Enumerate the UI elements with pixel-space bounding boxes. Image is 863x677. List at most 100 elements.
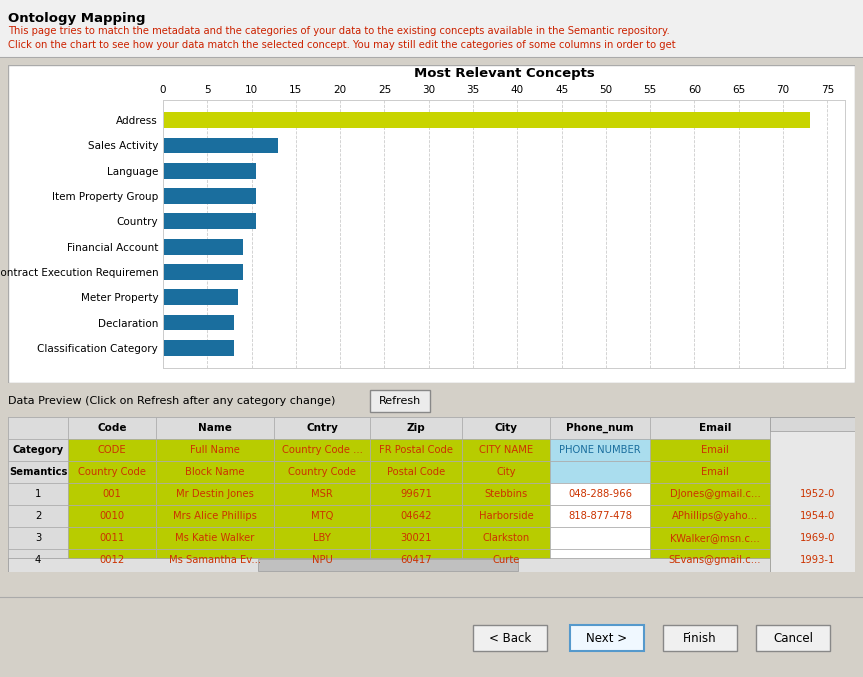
Text: 1993-1: 1993-1: [800, 555, 835, 565]
Bar: [780, 439, 855, 461]
Bar: [156, 483, 274, 505]
Text: Country Code: Country Code: [288, 467, 356, 477]
Text: MSR: MSR: [312, 489, 333, 499]
Bar: [163, 163, 256, 179]
Text: 60417: 60417: [400, 555, 432, 565]
Bar: [462, 461, 550, 483]
Text: Stebbins: Stebbins: [484, 489, 527, 499]
Bar: [370, 390, 430, 412]
Text: Ms Katie Walker: Ms Katie Walker: [175, 533, 255, 543]
Text: Ms Samantha Ev...: Ms Samantha Ev...: [169, 555, 261, 565]
Text: Ontology Mapping: Ontology Mapping: [8, 12, 146, 25]
Text: APhillips@yaho...: APhillips@yaho...: [672, 511, 758, 521]
Bar: [156, 461, 274, 483]
Text: This page tries to match the metadata and the categories of your data to the exi: This page tries to match the metadata an…: [8, 26, 670, 36]
Text: 2: 2: [35, 511, 41, 521]
Text: Finish: Finish: [683, 632, 717, 645]
Bar: [274, 505, 370, 527]
Bar: [8, 417, 68, 439]
Text: 1952-0: 1952-0: [800, 489, 835, 499]
Text: City: City: [494, 423, 518, 433]
Text: 1969-0: 1969-0: [800, 533, 835, 543]
Bar: [163, 290, 238, 305]
Bar: [663, 625, 737, 651]
Text: Mr Destin Jones: Mr Destin Jones: [176, 489, 254, 499]
Text: 99671: 99671: [400, 489, 432, 499]
Bar: [462, 439, 550, 461]
Text: 0012: 0012: [99, 555, 124, 565]
Bar: [550, 527, 650, 549]
Text: 001: 001: [103, 489, 122, 499]
Bar: [550, 461, 650, 483]
Bar: [462, 417, 550, 439]
Text: SEvans@gmail.c...: SEvans@gmail.c...: [669, 555, 761, 565]
Text: Category: Category: [12, 445, 64, 455]
Bar: [650, 439, 780, 461]
Text: Semantics: Semantics: [9, 467, 67, 477]
Bar: [8, 527, 68, 549]
Bar: [770, 417, 855, 572]
Text: Country Code ...: Country Code ...: [281, 445, 362, 455]
Text: Clarkston: Clarkston: [482, 533, 530, 543]
Text: Code: Code: [98, 423, 127, 433]
Bar: [8, 549, 68, 571]
Bar: [650, 417, 780, 439]
Bar: [258, 559, 518, 571]
Bar: [780, 549, 855, 571]
Text: LBY: LBY: [313, 533, 331, 543]
Bar: [163, 188, 256, 204]
Bar: [370, 417, 462, 439]
Text: Email: Email: [699, 423, 731, 433]
Bar: [770, 417, 855, 431]
Text: 4: 4: [35, 555, 41, 565]
Text: 0011: 0011: [99, 533, 124, 543]
Bar: [650, 483, 780, 505]
Bar: [780, 527, 855, 549]
Bar: [550, 549, 650, 571]
Bar: [163, 264, 243, 280]
Bar: [68, 505, 156, 527]
Bar: [156, 505, 274, 527]
Bar: [570, 625, 644, 651]
Bar: [274, 483, 370, 505]
Bar: [650, 527, 780, 549]
Text: CITY NAME: CITY NAME: [479, 445, 533, 455]
Text: MTQ: MTQ: [311, 511, 333, 521]
Text: 04642: 04642: [400, 511, 432, 521]
Text: 30021: 30021: [400, 533, 432, 543]
Bar: [550, 483, 650, 505]
Bar: [462, 549, 550, 571]
Text: Full Name: Full Name: [190, 445, 240, 455]
Bar: [370, 505, 462, 527]
Text: 818-877-478: 818-877-478: [568, 511, 632, 521]
Bar: [473, 625, 547, 651]
Text: Refresh: Refresh: [379, 396, 421, 406]
Bar: [163, 112, 809, 128]
Text: Phone_num: Phone_num: [566, 423, 633, 433]
Text: FR Postal Code: FR Postal Code: [379, 445, 453, 455]
Text: 1: 1: [35, 489, 41, 499]
Text: 048-288-966: 048-288-966: [568, 489, 632, 499]
Bar: [462, 483, 550, 505]
Bar: [8, 461, 68, 483]
Bar: [370, 439, 462, 461]
Bar: [756, 625, 830, 651]
Bar: [68, 439, 156, 461]
Bar: [780, 483, 855, 505]
Bar: [156, 527, 274, 549]
Bar: [163, 213, 256, 230]
Text: Name: Name: [198, 423, 232, 433]
Bar: [462, 527, 550, 549]
Bar: [274, 461, 370, 483]
Bar: [274, 417, 370, 439]
Text: 3: 3: [35, 533, 41, 543]
Text: PHONE NUMBER: PHONE NUMBER: [559, 445, 641, 455]
Bar: [68, 417, 156, 439]
Text: Cntry: Cntry: [306, 423, 338, 433]
Bar: [370, 549, 462, 571]
Text: City: City: [496, 467, 516, 477]
Text: Country Code: Country Code: [78, 467, 146, 477]
Bar: [650, 461, 780, 483]
Bar: [550, 417, 650, 439]
Bar: [274, 439, 370, 461]
